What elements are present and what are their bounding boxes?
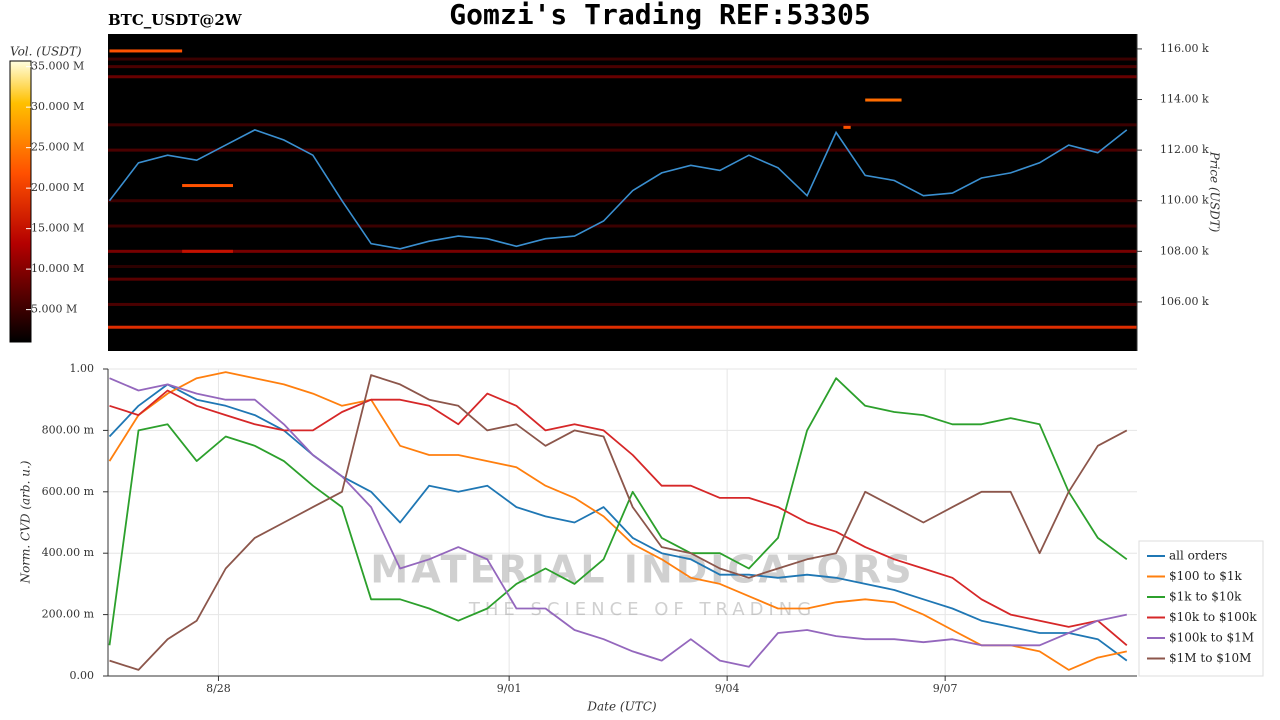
volume-level: [108, 123, 1137, 127]
heatmap: [108, 49, 1137, 329]
colorbar: [9, 60, 32, 343]
y-tick-label: 110.00 k: [1160, 194, 1209, 207]
legend-label: all orders: [1169, 549, 1227, 563]
series-line: [109, 377, 1127, 668]
series-line: [108, 383, 1128, 662]
volume-cluster: [109, 49, 183, 53]
colorbar-tick-label: 5.000 M: [31, 303, 77, 316]
colorbar-label: Vol. (USDT): [10, 45, 82, 59]
y-axis-label: Price (USDT): [1208, 151, 1222, 233]
y-axis-label: Norm. CVD (arb. u.): [19, 460, 33, 584]
colorbar-tick-label: 20.000 M: [31, 181, 84, 194]
volume-level: [108, 57, 1137, 61]
volume-level: [108, 265, 1137, 269]
y-tick-label: 116.00 k: [1160, 42, 1209, 55]
y-tick-label: 200.00 m: [42, 608, 95, 621]
subtitle: BTC_USDT@2W: [108, 11, 243, 29]
volume-cluster: [843, 125, 851, 129]
y-tick-label: 112.00 k: [1160, 143, 1209, 156]
price-line: [108, 129, 1128, 250]
y-tick-label: 1.00: [70, 362, 95, 375]
colorbar-tick-label: 15.000 M: [31, 222, 84, 235]
volume-level: [108, 148, 1137, 152]
legend-label: $10k to $100k: [1169, 610, 1257, 624]
y-tick-label: 600.00 m: [42, 485, 95, 498]
legend-label: $100k to $1M: [1169, 631, 1254, 645]
heatmap-background: [108, 34, 1137, 351]
volume-level: [108, 75, 1137, 79]
volume-cluster: [182, 249, 233, 253]
series-line: [109, 389, 1128, 646]
colorbar-tick-label: 30.000 M: [31, 100, 84, 113]
volume-level: [108, 325, 1137, 329]
volume-level: [108, 224, 1137, 228]
lines: [108, 371, 1128, 671]
title: Gomzi's Trading REF:53305: [449, 0, 870, 31]
y-tick-label: 114.00 k: [1160, 93, 1209, 106]
x-tick-label: 9/01: [497, 682, 522, 695]
y-tick-label: 0.00: [70, 669, 95, 682]
colorbar-tick-label: 35.000 M: [31, 60, 84, 73]
y-tick-label: 106.00 k: [1160, 295, 1209, 308]
volume-level: [108, 249, 1137, 253]
colorbar-tick-label: 10.000 M: [31, 262, 84, 275]
y-tick-label: 108.00 k: [1160, 244, 1209, 257]
volume-level: [108, 277, 1137, 281]
legend-box: [1138, 540, 1264, 677]
y-tick-label: 400.00 m: [42, 546, 95, 559]
x-tick-label: 8/28: [206, 682, 231, 695]
series-line: [108, 371, 1127, 671]
legend-label: $100 to $1k: [1169, 569, 1242, 583]
series-line: [108, 377, 1128, 646]
x-tick-label: 9/04: [715, 682, 740, 695]
volume-cluster: [182, 184, 233, 188]
y-tick-label: 800.00 m: [42, 423, 95, 436]
x-tick-label: 9/07: [933, 682, 958, 695]
plots: 106.00 k 108.00 k 110.00 k 112.00 k 114.00 k…: [26, 34, 1264, 695]
legend-label: $1k to $10k: [1169, 590, 1242, 604]
legend-label: $1M to $10M: [1169, 651, 1251, 665]
series-line: [109, 374, 1128, 671]
colorbar-tick-label: 25.000 M: [31, 141, 84, 154]
x-axis-label: Date (UTC): [586, 700, 656, 714]
volume-cluster: [865, 98, 902, 102]
watermark: MATERIAL INDICATORS: [370, 548, 914, 592]
volume-level: [108, 65, 1137, 69]
volume-level: [108, 302, 1137, 306]
